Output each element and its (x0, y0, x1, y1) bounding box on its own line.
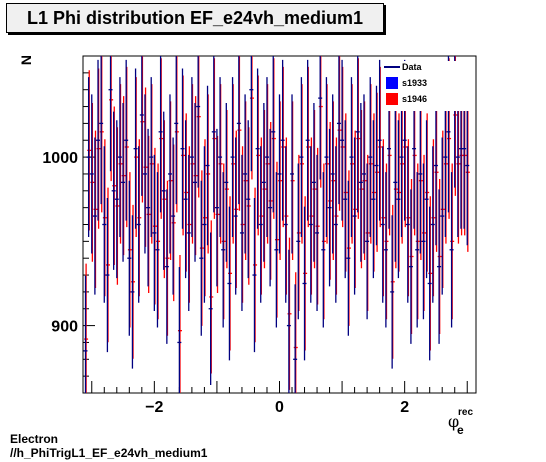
chart-title-box: L1 Phi distribution EF_e24vh_medium1 (6, 3, 384, 33)
x-axis-label: φ e rec (448, 407, 473, 437)
footer-line-2: //h_PhiTrigL1_EF_e24vh_medium1 (10, 446, 208, 460)
error-bars (83, 56, 470, 393)
x-axis-label-symbol: φ (448, 412, 459, 431)
x-tick-label: 2 (400, 399, 409, 416)
y-tick-label: 1000 (42, 150, 78, 167)
x-axis-label-sup: rec (458, 407, 473, 418)
legend-label-Data: Data (402, 62, 423, 72)
x-tick-label: 0 (275, 399, 284, 416)
legend-label-s1933: s1933 (402, 78, 427, 88)
series-Data (83, 56, 470, 393)
legend: Data s1933 s1946 (382, 61, 472, 111)
y-axis-label: N (18, 55, 34, 65)
footer-line-1: Electron (10, 432, 59, 446)
x-axis-label-sub: e (457, 423, 464, 437)
axis-ticks: −2 0 2 900 1000 (42, 55, 468, 416)
y-tick-label: 900 (51, 319, 78, 336)
legend-marker-s1933 (386, 77, 398, 89)
legend-marker-s1946 (386, 93, 398, 105)
legend-label-s1946: s1946 (402, 94, 427, 104)
x-tick-label: −2 (145, 399, 163, 416)
chart-title: L1 Phi distribution EF_e24vh_medium1 (26, 8, 364, 28)
